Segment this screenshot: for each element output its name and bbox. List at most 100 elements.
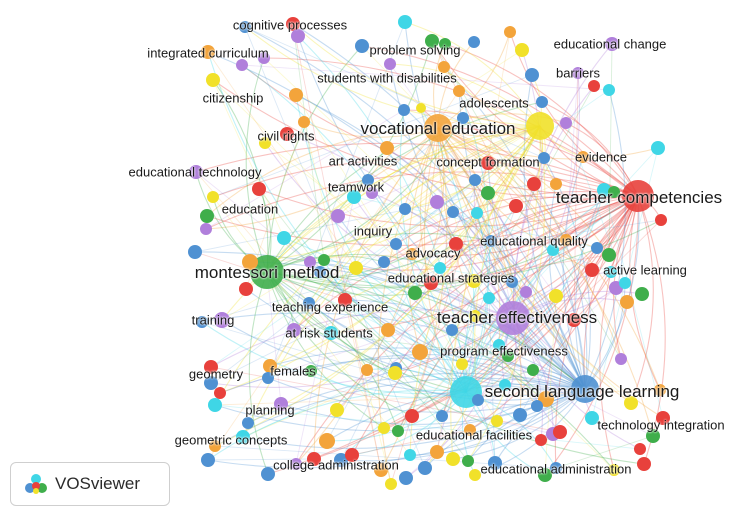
node-cyan[interactable]	[619, 277, 631, 289]
node-green[interactable]	[635, 287, 649, 301]
node-red[interactable]	[637, 457, 651, 471]
node-cyan[interactable]	[483, 292, 495, 304]
node-red[interactable]	[252, 182, 266, 196]
node-blue[interactable]	[538, 152, 550, 164]
node-blue[interactable]	[242, 417, 254, 429]
node-blue[interactable]	[204, 376, 218, 390]
label-adolescents[interactable]: adolescents	[459, 95, 529, 111]
node-yellow[interactable]	[456, 358, 468, 370]
node-orange[interactable]	[424, 114, 452, 142]
label-art-activities[interactable]: art activities	[328, 153, 398, 169]
node-blue[interactable]	[314, 266, 326, 278]
node-cyan[interactable]	[236, 430, 250, 444]
node-purple[interactable]	[384, 58, 396, 70]
node-orange[interactable]	[550, 178, 562, 190]
node-yellow[interactable]	[388, 366, 402, 380]
node-orange[interactable]	[298, 116, 310, 128]
node-red[interactable]	[535, 434, 547, 446]
node-red[interactable]	[585, 263, 599, 277]
node-blue[interactable]	[239, 21, 251, 33]
label-cognitive-processes[interactable]: cognitive processes	[232, 17, 348, 33]
node-blue[interactable]	[550, 462, 562, 474]
node-orange[interactable]	[412, 344, 428, 360]
node-red[interactable]	[214, 387, 226, 399]
node-blue[interactable]	[303, 297, 315, 309]
node-blue[interactable]	[485, 235, 497, 247]
node-blue[interactable]	[362, 174, 374, 186]
node-blue[interactable]	[469, 174, 481, 186]
node-blue[interactable]	[398, 104, 410, 116]
node-purple[interactable]	[304, 256, 316, 268]
node-purple[interactable]	[605, 37, 619, 51]
node-blue[interactable]	[188, 245, 202, 259]
node-green[interactable]	[408, 286, 422, 300]
node-blue[interactable]	[201, 453, 215, 467]
node-cyan[interactable]	[585, 411, 599, 425]
node-yellow[interactable]	[515, 43, 529, 57]
node-blue[interactable]	[196, 316, 208, 328]
node-blue[interactable]	[399, 203, 411, 215]
node-blue[interactable]	[468, 36, 480, 48]
node-yellow[interactable]	[526, 112, 554, 140]
label-at-risk-students[interactable]: at risk students	[285, 325, 373, 341]
node-orange[interactable]	[263, 359, 277, 373]
node-blue[interactable]	[390, 238, 402, 250]
node-red[interactable]	[204, 360, 218, 374]
node-blue[interactable]	[334, 453, 348, 467]
node-yellow[interactable]	[469, 469, 481, 481]
label-college-administration[interactable]: college administration	[273, 457, 399, 473]
node-purple[interactable]	[560, 117, 572, 129]
node-orange[interactable]	[242, 254, 258, 270]
label-teacher-effectiveness[interactable]: teacher effectiveness	[436, 308, 598, 327]
node-red[interactable]	[345, 448, 359, 462]
node-cyan[interactable]	[493, 339, 505, 351]
node-yellow[interactable]	[259, 137, 271, 149]
node-cyan[interactable]	[651, 141, 665, 155]
label-teacher-competencies[interactable]: teacher competencies	[555, 188, 723, 207]
node-cyan[interactable]	[499, 379, 511, 391]
node-blue[interactable]	[525, 68, 539, 82]
node-cyan[interactable]	[547, 244, 559, 256]
node-yellow[interactable]	[385, 478, 397, 490]
label-problem-solving[interactable]: problem solving	[369, 42, 461, 58]
node-blue[interactable]	[513, 408, 527, 422]
node-purple[interactable]	[287, 323, 301, 337]
node-yellow[interactable]	[330, 403, 344, 417]
node-yellow[interactable]	[378, 422, 390, 434]
node-blue[interactable]	[531, 400, 543, 412]
node-purple[interactable]	[274, 397, 288, 411]
node-purple[interactable]	[615, 353, 627, 365]
node-red[interactable]	[622, 180, 654, 212]
node-green[interactable]	[481, 186, 495, 200]
node-green[interactable]	[646, 429, 660, 443]
label-teaching-experience[interactable]: teaching experience	[271, 299, 389, 315]
node-purple[interactable]	[214, 312, 230, 328]
node-orange[interactable]	[381, 323, 395, 337]
node-green[interactable]	[608, 186, 620, 198]
node-yellow[interactable]	[206, 73, 220, 87]
node-green[interactable]	[439, 38, 451, 50]
label-geometry[interactable]: geometry	[188, 366, 244, 382]
node-red[interactable]	[424, 276, 438, 290]
label-educational-technology[interactable]: educational technology	[128, 164, 262, 180]
node-cyan[interactable]	[404, 449, 416, 461]
node-yellow[interactable]	[549, 289, 563, 303]
label-educational-strategies[interactable]: educational strategies	[387, 270, 515, 286]
node-purple[interactable]	[331, 209, 345, 223]
node-orange[interactable]	[201, 45, 215, 59]
node-orange[interactable]	[654, 384, 666, 396]
node-purple[interactable]	[572, 67, 584, 79]
node-blue[interactable]	[262, 372, 274, 384]
node-cyan[interactable]	[605, 266, 617, 278]
label-concept-formation[interactable]: concept formation	[436, 154, 540, 170]
node-green[interactable]	[502, 350, 514, 362]
node-yellow[interactable]	[608, 464, 620, 476]
node-green[interactable]	[527, 364, 539, 376]
node-cyan[interactable]	[471, 207, 483, 219]
node-blue[interactable]	[378, 256, 390, 268]
label-inquiry[interactable]: inquiry	[353, 223, 393, 239]
node-orange[interactable]	[289, 88, 303, 102]
node-yellow[interactable]	[469, 310, 481, 322]
node-blue[interactable]	[436, 410, 448, 422]
